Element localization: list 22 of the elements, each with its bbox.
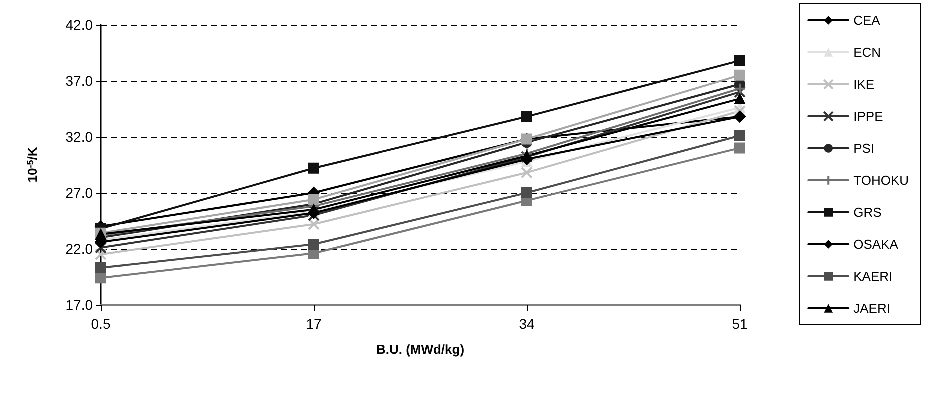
legend-label: GRS [854,205,882,220]
legend-label: JAERI [854,301,890,316]
y-tick-label: 37.0 [66,73,94,89]
y-tick-label: 32.0 [66,129,94,145]
legend-label: CEA [854,13,881,28]
y-tick-label: 27.0 [66,185,94,201]
legend-label: PSI [854,141,875,156]
y-axis-title: 10-5/K [25,146,40,183]
legend-label: ECN [854,45,882,60]
legend-label: TOHOKU [854,173,910,188]
x-tick-label: 17 [306,316,322,332]
legend-label: KAERI [854,269,893,284]
legend-label: OSAKA [854,237,899,252]
legend-label: IPPE [854,109,884,124]
x-tick-label: 51 [732,316,748,332]
y-tick-label: 17.0 [66,297,94,313]
y-tick-label: 22.0 [66,241,94,257]
y-tick-label: 42.0 [66,17,94,33]
x-tick-label: 34 [519,316,535,332]
legend-label: IKE [854,77,875,92]
x-axis-title: B.U. (MWd/kg) [376,342,465,357]
x-tick-label: 0.5 [91,316,111,332]
